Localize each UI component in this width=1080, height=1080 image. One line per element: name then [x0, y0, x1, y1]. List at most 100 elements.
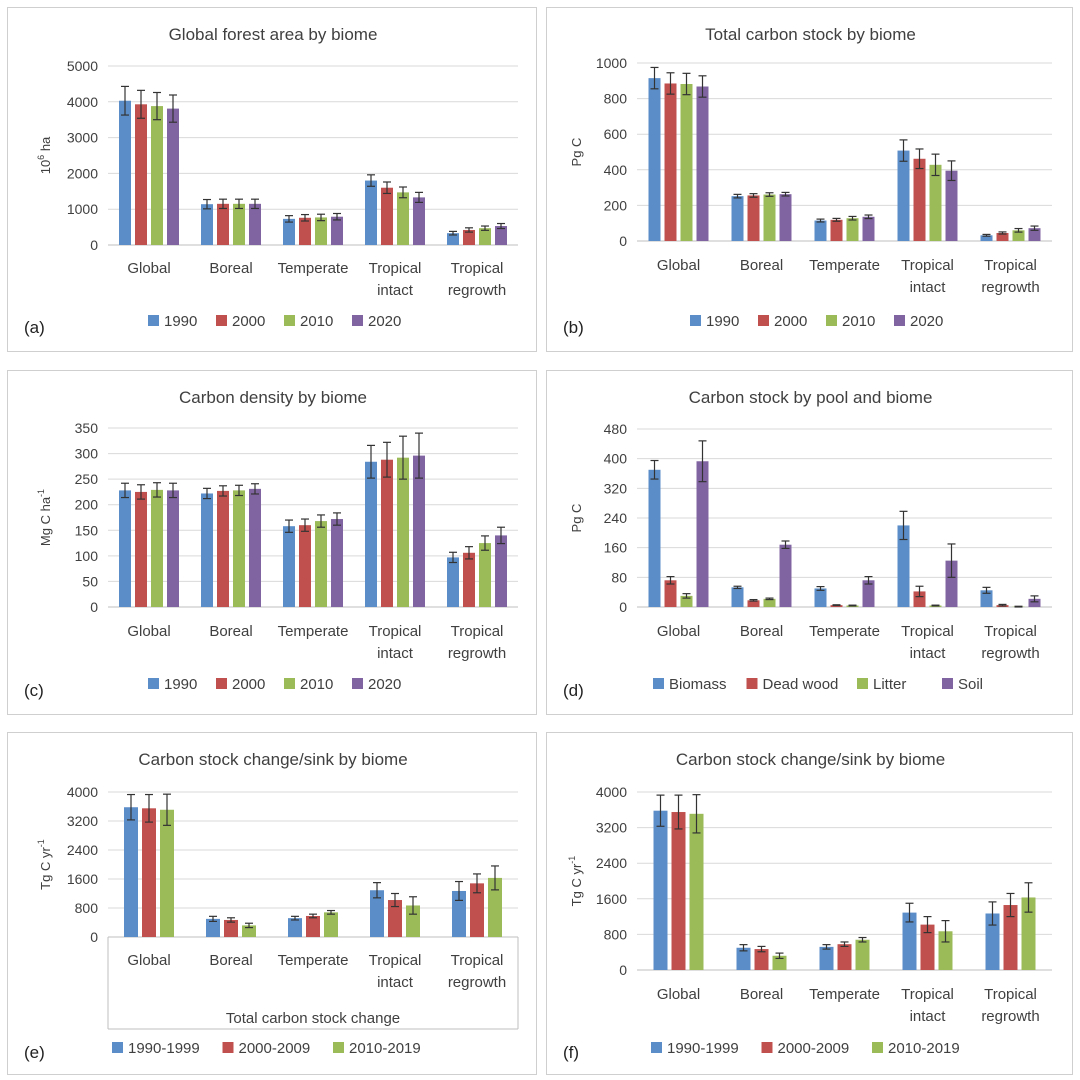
legend-label: 1990 — [164, 676, 197, 693]
category-label-line: intact — [377, 974, 414, 991]
chart-svg-e: Carbon stock change/sink by biome 0 800 160… — [24, 750, 519, 1062]
chart-panel-f: Carbon stock change/sink by biome 0 800 160… — [546, 732, 1073, 1075]
y-tick-label: 200 — [75, 497, 99, 513]
y-tick-label: 200 — [604, 197, 628, 213]
y-axis-label: Tg C yr-1 — [36, 839, 53, 890]
y-axis-label-main: Pg C — [569, 138, 584, 167]
panel-label: (b) — [563, 318, 584, 337]
category-label: Global — [127, 260, 170, 277]
category-label: Global — [657, 623, 700, 640]
chart-svg-f: Carbon stock change/sink by biome 0 800 160… — [563, 750, 1052, 1062]
legend-swatch — [761, 1042, 773, 1053]
bar — [920, 924, 935, 970]
bar — [135, 491, 147, 607]
legend-label: 2010-2019 — [349, 1040, 421, 1057]
y-axis-label-main: Pg C — [569, 504, 584, 533]
category-label-line: Tropical — [369, 623, 422, 640]
legend-swatch — [352, 315, 363, 326]
bar — [249, 203, 261, 245]
y-tick-label: 240 — [604, 510, 628, 526]
y-tick-label: 0 — [619, 599, 627, 615]
bar — [331, 519, 343, 607]
category-label: Temperate — [278, 952, 349, 969]
bar — [447, 233, 459, 245]
category-label-line: Tropical — [984, 623, 1037, 640]
bar — [288, 918, 302, 937]
bar — [331, 216, 343, 245]
legend-swatch — [148, 678, 159, 689]
bar — [119, 490, 131, 607]
category-label: Temperate — [278, 260, 349, 277]
y-tick-label: 80 — [611, 569, 627, 585]
bar — [151, 489, 163, 607]
chart-title: Total carbon stock by biome — [705, 25, 916, 44]
y-axis-label: Pg C — [569, 138, 584, 167]
legend-label: 2000 — [232, 676, 265, 693]
bar — [299, 525, 311, 607]
category-label-line: Temperate — [809, 986, 880, 1003]
category-label-line: Boreal — [209, 952, 252, 969]
bar — [413, 197, 425, 245]
y-tick-label: 4000 — [67, 94, 98, 110]
legend-swatch — [284, 678, 295, 689]
bar — [233, 490, 245, 607]
y-tick-label: 400 — [604, 162, 628, 178]
chart-svg-c: Carbon density by biome 0 50 100 150 200 250 30… — [24, 388, 518, 700]
y-tick-label: 0 — [90, 599, 98, 615]
bar — [365, 461, 377, 607]
bar — [897, 150, 910, 241]
bar — [233, 203, 245, 245]
bar — [167, 490, 179, 607]
chart-title: Carbon stock by pool and biome — [689, 388, 933, 407]
bar — [124, 807, 138, 937]
y-tick-label: 480 — [604, 421, 628, 437]
bar — [201, 204, 213, 245]
y-axis-label: 106 ha — [36, 136, 53, 174]
bar — [938, 931, 953, 970]
bar — [689, 813, 704, 970]
y-axis-label: Pg C — [569, 504, 584, 533]
category-label: Boreal — [740, 986, 783, 1003]
category-label: Temperate — [809, 257, 880, 274]
category-label: Tropical intact — [901, 986, 954, 1025]
y-tick-label: 100 — [75, 548, 99, 564]
bar — [452, 890, 466, 937]
bar — [747, 600, 760, 607]
bar — [929, 164, 942, 241]
legend-label: 2020 — [910, 313, 943, 330]
legend-swatch — [352, 678, 363, 689]
category-label-line: regrowth — [448, 974, 506, 991]
category-label-line: intact — [910, 279, 947, 296]
legend-swatch — [872, 1042, 883, 1053]
bar — [731, 196, 744, 241]
chart-title: Carbon stock change/sink by biome — [138, 750, 407, 769]
bar — [772, 955, 787, 970]
category-label: Global — [127, 952, 170, 969]
legend-label: 1990-1999 — [667, 1040, 739, 1057]
y-tick-label: 3200 — [67, 813, 98, 829]
bar — [324, 912, 338, 937]
y-axis-label-sup: -1 — [36, 839, 46, 847]
category-label-line: Tropical — [451, 623, 504, 640]
category-label: Boreal — [740, 257, 783, 274]
chart-panel-e: Carbon stock change/sink by biome 0 800 160… — [7, 732, 537, 1075]
category-label-line: regrowth — [448, 645, 506, 662]
bar — [249, 488, 261, 607]
category-label-line: regrowth — [981, 645, 1039, 662]
bar — [985, 913, 1000, 970]
category-label-line: Tropical — [369, 952, 422, 969]
category-label-line: regrowth — [981, 1008, 1039, 1025]
y-tick-label: 4000 — [596, 784, 627, 800]
bar — [680, 84, 693, 241]
x-axis-label: Total carbon stock change — [226, 1010, 400, 1027]
bar — [315, 217, 327, 245]
legend-swatch — [857, 678, 868, 689]
category-label: Boreal — [209, 260, 252, 277]
bar — [201, 493, 213, 607]
y-tick-label: 250 — [75, 471, 99, 487]
category-label-line: Global — [127, 623, 170, 640]
bar — [980, 590, 993, 607]
bar — [913, 591, 926, 607]
bar — [696, 461, 709, 607]
y-tick-label: 5000 — [67, 58, 98, 74]
